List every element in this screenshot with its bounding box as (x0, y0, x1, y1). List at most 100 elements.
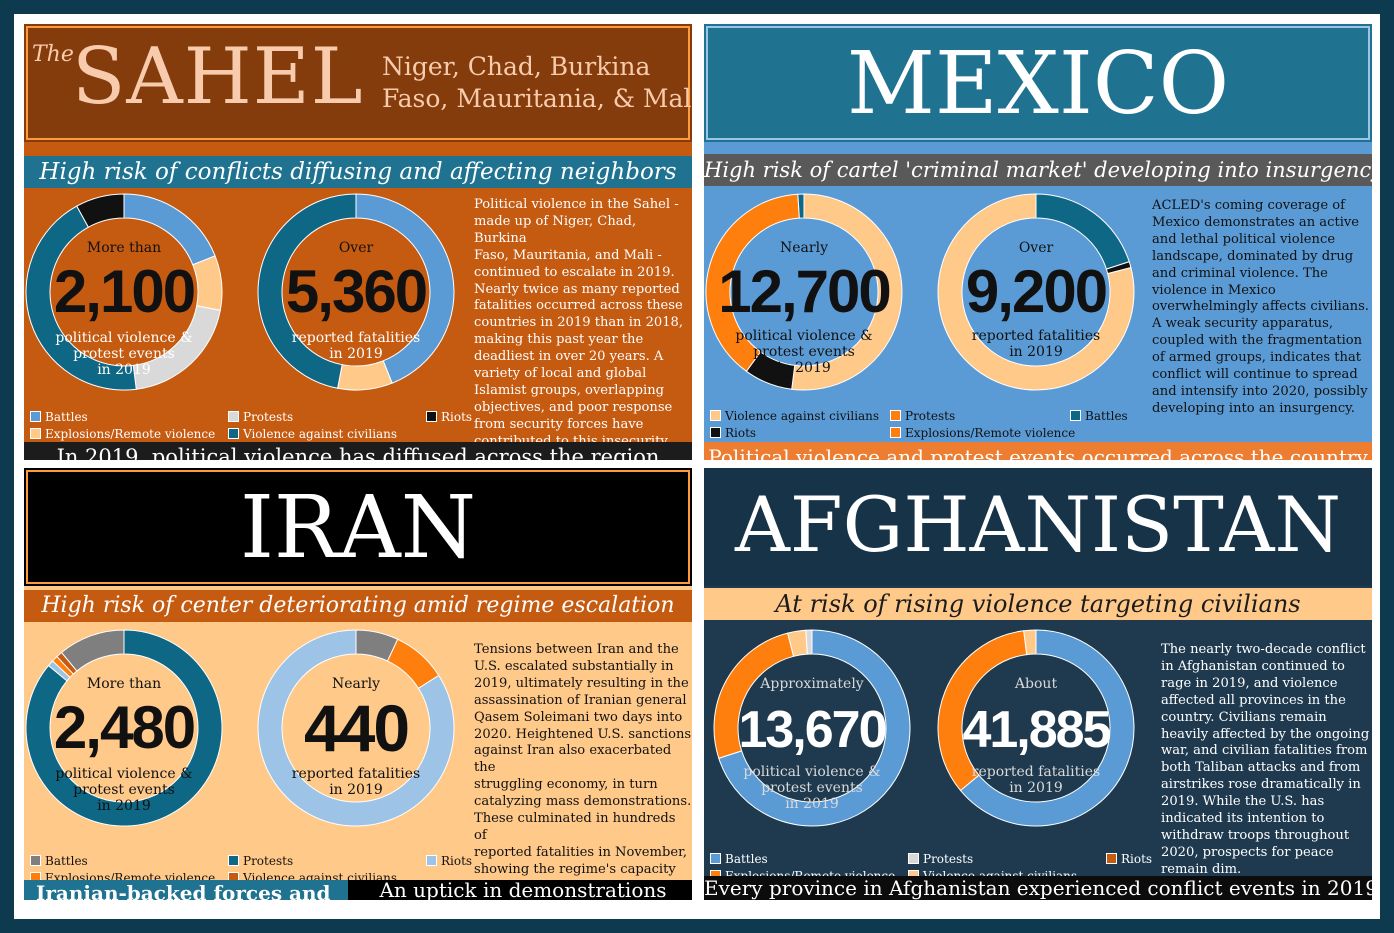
mexico-legend: Violence against civilians Riots Protest… (704, 396, 1154, 440)
donut-caption: reported fatalities in 2019 (291, 330, 421, 362)
legend-protests: Protests (228, 410, 293, 424)
legend-battles: Battles (30, 854, 88, 868)
sahel-countries-2: Faso, Mauritania, & Mali (382, 84, 692, 113)
sahel-panel: The SAHEL Niger, Chad, Burkina Faso, Mau… (24, 24, 692, 460)
iran-body: Tensions between Iran and the U.S. escal… (474, 642, 692, 900)
afghanistan-subtitle: At risk of rising violence targeting civ… (704, 588, 1372, 620)
iran-fatalities-donut-svg (257, 629, 455, 827)
iran-donut-events: More than 2,480 political violence & pro… (24, 628, 224, 828)
sahel-title: SAHEL (72, 32, 364, 122)
mexico-bottom-bar: Political violence and protest events oc… (704, 442, 1372, 460)
iran-events-donut-svg (25, 629, 223, 827)
donut-top-label: About (1014, 676, 1058, 692)
donut-number: 440 (303, 691, 410, 765)
mexico-header (704, 24, 1372, 142)
donut-slice-violence-against-civilians (257, 193, 357, 389)
legend-battles: Battles (1070, 409, 1128, 423)
donut-caption: reported fatalities in 2019 (971, 764, 1101, 796)
donut-number: 5,360 (285, 258, 428, 325)
donut-top-label: Nearly (332, 676, 380, 692)
sahel-donut-fatalities: Over 5,360 reported fatalities in 2019 (256, 192, 456, 392)
legend-riots: Riots (710, 426, 756, 440)
legend-protests: Protests (908, 852, 973, 866)
afghanistan-donut-events: Approximately 13,670 political violence … (712, 628, 912, 828)
mexico-panel: MEXICO High risk of cartel 'criminal mar… (704, 24, 1372, 460)
mexico-events-donut-svg (705, 193, 903, 391)
donut-slice-violence-against-civilians (1023, 629, 1037, 656)
legend-battles: Battles (30, 410, 88, 424)
legend-battles: Battles (710, 852, 768, 866)
donut-slice-riots (257, 629, 455, 827)
sahel-donut-events: More than 2,100 political violence & pro… (24, 192, 224, 392)
sahel-subtitle: High risk of conflicts diffusing and aff… (24, 156, 692, 188)
iran-title: IRAN (239, 478, 477, 578)
legend-explosions: Explosions/Remote violence (30, 427, 215, 441)
donut-number: 41,885 (962, 701, 1111, 759)
afghanistan-events-donut-svg (713, 629, 911, 827)
donut-slice-riots (76, 193, 125, 228)
afghanistan-legend: Battles Explosions/Remote violence Prote… (704, 830, 1154, 883)
donut-caption: reported fatalities in 2019 (971, 328, 1101, 360)
afghanistan-panel: AFGHANISTAN At risk of rising violence t… (704, 468, 1372, 900)
donut-top-label: Over (1018, 240, 1054, 256)
sahel-body: Political violence in the Sahel - made u… (474, 197, 684, 449)
mexico-body: ACLED's coming coverage of Mexico demons… (1152, 198, 1369, 416)
donut-top-label: More than (86, 240, 162, 256)
donut-slice-violence-against-civilians (937, 193, 1135, 391)
donut-caption: political violence & protest events in 2… (735, 328, 873, 376)
sahel-header (24, 24, 692, 142)
legend-riots: Riots (426, 854, 472, 868)
donut-slice-explosions-remote-violence (337, 360, 393, 391)
mexico-fatalities-donut-svg (937, 193, 1135, 391)
donut-caption: political violence & protest events in 2… (55, 766, 193, 814)
afghanistan-donut-fatalities: About 41,885 reported fatalities in 2019 (936, 628, 1136, 828)
donut-caption: reported fatalities in 2019 (291, 766, 421, 798)
donut-caption: political violence & protest events in 2… (743, 764, 881, 812)
mexico-donut-fatalities: Over 9,200 reported fatalities in 2019 (936, 192, 1136, 392)
iran-subtitle: High risk of center deteriorating amid r… (24, 590, 692, 622)
sahel-countries-1: Niger, Chad, Burkina (382, 52, 651, 81)
iran-donut-fatalities: Nearly 440 reported fatalities in 2019 (256, 628, 456, 828)
donut-slice-battles (797, 193, 805, 219)
donut-number: 2,100 (53, 258, 196, 325)
infographic-frame: The SAHEL Niger, Chad, Burkina Faso, Mau… (14, 14, 1380, 919)
iran-bottom-right: An uptick in demonstrations (379, 878, 667, 900)
donut-top-label: Over (338, 240, 374, 256)
sahel-legend: Battles Explosions/Remote violence Prote… (24, 396, 474, 441)
mexico-title: MEXICO (846, 34, 1230, 134)
donut-number: 13,670 (738, 701, 887, 759)
donut-slice-battles (60, 629, 125, 672)
donut-top-label: Nearly (780, 240, 828, 256)
legend-explosions: Explosions/Remote violence (890, 426, 1075, 440)
iran-legend: Battles Explosions/Remote violence Prote… (24, 830, 474, 885)
donut-slice-violence-against-civilians (791, 193, 903, 391)
sahel-events-donut-svg (25, 193, 223, 391)
donut-slice-battles (959, 629, 1135, 827)
sahel-fatalities-donut-svg (257, 193, 455, 391)
legend-protests: Protests (228, 854, 293, 868)
donut-slice-battles (718, 629, 911, 827)
legend-violence: Violence against civilians (228, 427, 397, 441)
afghanistan-title: AFGHANISTAN (735, 480, 1341, 569)
donut-number: 12,700 (718, 258, 892, 325)
donut-slice-protests (25, 629, 223, 827)
sahel-bottom-bar: In 2019, political violence has diffused… (24, 442, 692, 460)
iran-panel: IRAN High risk of center deteriorating a… (24, 468, 692, 900)
mexico-donut-events: Nearly 12,700 political violence & prote… (704, 192, 904, 392)
legend-violence: Violence against civilians (710, 409, 879, 423)
donut-slice-protests (805, 629, 813, 655)
iran-header (24, 468, 692, 586)
legend-riots: Riots (1106, 852, 1152, 866)
iran-bottom-left: Iranian-backed forces and (24, 880, 348, 900)
afghanistan-header (704, 468, 1372, 586)
donut-top-label: More than (86, 676, 162, 692)
donut-top-label: Approximately (760, 676, 864, 692)
mexico-subtitle: High risk of cartel 'criminal market' de… (704, 154, 1372, 186)
afghanistan-body: The nearly two-decade conflict in Afghan… (1161, 642, 1370, 877)
legend-riots: Riots (426, 410, 472, 424)
afghanistan-bottom-bar: Every province in Afghanistan experience… (704, 876, 1372, 900)
legend-protests: Protests (890, 409, 955, 423)
sahel-the: The (32, 42, 74, 67)
donut-number: 9,200 (965, 258, 1108, 325)
donut-caption: political violence & protest events in 2… (55, 330, 193, 378)
